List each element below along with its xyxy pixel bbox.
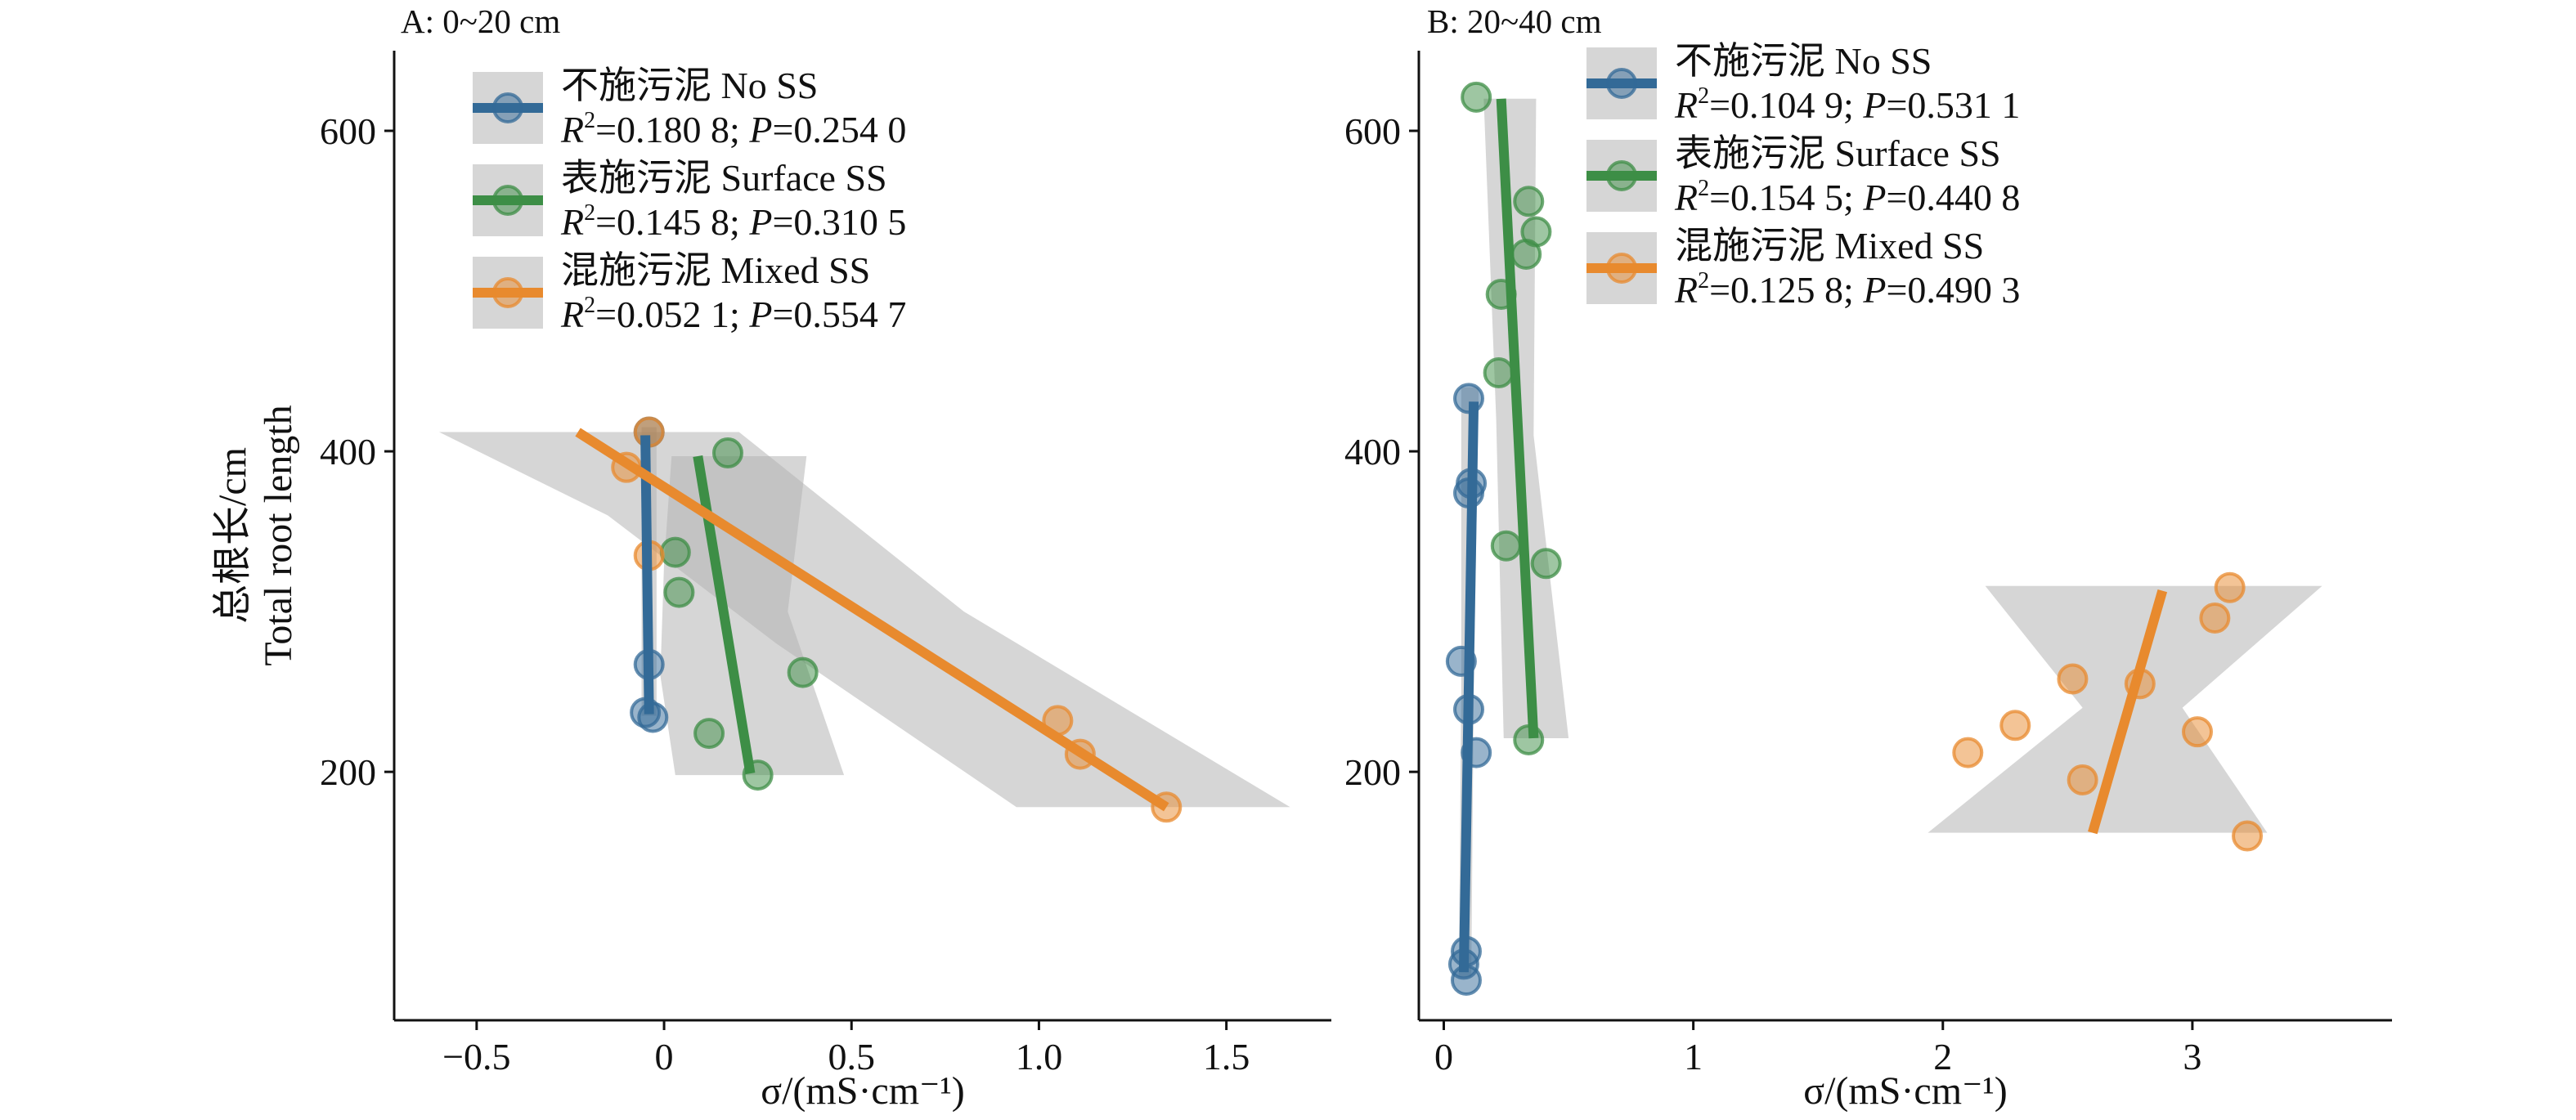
data-point <box>693 718 725 750</box>
legend-series-name: 表施污泥 Surface SS <box>561 157 887 199</box>
data-point <box>663 576 695 608</box>
data-point <box>1952 737 1984 768</box>
legend-stat-symbol: P <box>1862 84 1886 126</box>
legend-stat-value: =0.104 9; <box>1709 84 1863 126</box>
data-point <box>2182 716 2213 748</box>
legend-marker-swatch <box>1606 160 1637 191</box>
y-axis-label-line: 总根长/cm <box>211 447 254 624</box>
regression-line <box>1458 401 1479 973</box>
legend-stat-value: =0.125 8; <box>1709 269 1863 311</box>
legend-stat-symbol: 2 <box>1698 83 1709 109</box>
legend-stat-symbol: P <box>748 109 772 150</box>
legend-stat-value: =0.490 3 <box>1886 269 2020 311</box>
legend-marker-swatch <box>492 92 523 123</box>
regression-line <box>575 428 1169 812</box>
y-axis-label: 总根长/cmTotal root length <box>211 405 300 665</box>
legend-stat-symbol: 2 <box>584 200 595 226</box>
legend-series-name: 混施污泥 Mixed SS <box>561 249 870 291</box>
legend-stat-symbol: 2 <box>1698 176 1709 201</box>
legend-stat-symbol: R <box>1674 177 1698 218</box>
regression-line <box>1496 98 1539 739</box>
legend-stat-value: =0.531 1 <box>1886 84 2020 126</box>
legend-stats: R2=0.125 8; P=0.490 3 <box>1674 268 2020 311</box>
x-tick-label: 2 <box>1933 1036 1952 1077</box>
legend-stat-symbol: P <box>1862 177 1886 218</box>
data-point <box>1510 238 1542 270</box>
legend-stat-symbol: P <box>748 201 772 243</box>
y-tick-label: 200 <box>320 751 376 793</box>
legend-stat-symbol: 2 <box>1698 268 1709 293</box>
data-point <box>711 437 743 469</box>
legend-stats: R2=0.145 8; P=0.310 5 <box>560 200 906 243</box>
regression-line <box>2088 589 2168 835</box>
data-point <box>659 536 691 568</box>
legend-stat-value: =0.145 8; <box>595 201 749 243</box>
legend-stat-symbol: 2 <box>584 293 595 318</box>
data-point <box>1483 357 1515 389</box>
data-point <box>2199 602 2231 634</box>
data-point <box>1461 81 1492 113</box>
y-tick-label: 600 <box>1344 110 1401 152</box>
legend-stat-value: =0.052 1; <box>595 293 749 335</box>
legend-series-name: 混施污泥 Mixed SS <box>1675 225 1984 267</box>
legend-stat-symbol: P <box>748 293 772 335</box>
y-tick-label: 200 <box>1344 751 1401 793</box>
data-point <box>787 656 819 688</box>
x-tick-label: −0.5 <box>442 1036 510 1077</box>
legend-stat-value: =0.440 8 <box>1886 177 2020 218</box>
legend-stat-value: =0.310 5 <box>772 201 906 243</box>
data-point <box>1999 710 2031 741</box>
legend-stats: R2=0.180 8; P=0.254 0 <box>560 108 906 150</box>
y-axis-label-line: Total root length <box>257 405 300 665</box>
data-point <box>2067 764 2098 795</box>
x-tick-label: 0 <box>1434 1036 1453 1077</box>
legend-stat-value: =0.180 8; <box>595 109 749 150</box>
legend-stat-symbol: R <box>560 201 584 243</box>
legend-stat-symbol: R <box>1674 84 1698 126</box>
legend-marker-swatch <box>492 185 523 216</box>
panel-title: B: 20~40 cm <box>1427 2 1602 40</box>
chart-panel-2: B: 20~40 cm 0 1 2 3 200 400 600 σ/(mS·cm⁻¹) 不施污泥 … <box>1344 2 2392 1113</box>
legend-stat-symbol: R <box>560 109 584 150</box>
regression-line <box>640 435 654 715</box>
legend-stats: R2=0.154 5; P=0.440 8 <box>1674 176 2020 218</box>
y-tick-label: 400 <box>1344 431 1401 473</box>
x-tick-label: 1.0 <box>1016 1036 1063 1077</box>
legend-series-name: 不施污泥 No SS <box>561 65 818 106</box>
legend-stats: R2=0.104 9; P=0.531 1 <box>1674 83 2020 126</box>
data-point <box>1490 530 1522 562</box>
x-tick-label: 0.5 <box>828 1036 875 1077</box>
data-point <box>1530 548 1562 580</box>
data-point <box>2232 820 2264 852</box>
legend-stat-symbol: R <box>1674 269 1698 311</box>
data-point <box>1513 186 1545 217</box>
chart-panel-1: A: 0~20 cm −0.5 0 0.5 1.0 1.5 200 400 600 σ/(mS·c… <box>211 2 1331 1113</box>
legend-marker-swatch <box>1606 68 1637 99</box>
legend-stat-symbol: R <box>560 293 584 335</box>
x-tick-label: 0 <box>655 1036 674 1077</box>
legend-series-name: 不施污泥 No SS <box>1675 40 1932 82</box>
legend-stats: R2=0.052 1; P=0.554 7 <box>560 293 906 335</box>
legend-stat-symbol: P <box>1862 269 1886 311</box>
legend-marker-swatch <box>1606 253 1637 284</box>
data-point <box>2057 663 2089 695</box>
legend-stat-symbol: 2 <box>584 108 595 133</box>
panel-title: A: 0~20 cm <box>401 2 560 40</box>
x-axis-label: σ/(mS·cm⁻¹) <box>761 1069 965 1113</box>
legend-stat-value: =0.554 7 <box>772 293 906 335</box>
data-point <box>2214 571 2246 603</box>
legend-series-name: 表施污泥 Surface SS <box>1675 132 2001 174</box>
x-tick-label: 3 <box>2183 1036 2201 1077</box>
x-tick-label: 1 <box>1684 1036 1703 1077</box>
y-tick-label: 600 <box>320 110 376 152</box>
y-tick-label: 400 <box>320 431 376 473</box>
x-tick-label: 1.5 <box>1203 1036 1250 1077</box>
legend-stat-value: =0.154 5; <box>1709 177 1863 218</box>
legend-stat-value: =0.254 0 <box>772 109 906 150</box>
legend-marker-swatch <box>492 277 523 308</box>
x-axis-label: σ/(mS·cm⁻¹) <box>1803 1069 2008 1113</box>
